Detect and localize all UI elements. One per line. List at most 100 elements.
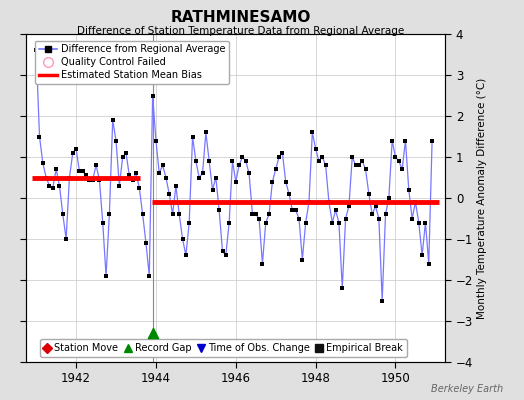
Point: [232, 178, 240, 185]
Point: [401, 138, 410, 144]
Y-axis label: Monthly Temperature Anomaly Difference (°C): Monthly Temperature Anomaly Difference (…: [477, 77, 487, 319]
Point: [414, 219, 423, 226]
Point: [162, 174, 170, 181]
Point: [345, 203, 353, 210]
Point: [219, 248, 227, 254]
Point: [368, 211, 376, 218]
Point: [315, 158, 323, 164]
Point: [102, 273, 110, 279]
Point: [328, 219, 336, 226]
Point: [115, 182, 124, 189]
Point: [66, 174, 74, 181]
Point: [122, 150, 130, 156]
Point: [188, 133, 196, 140]
Point: [385, 195, 393, 201]
Text: RATHMINESAMO: RATHMINESAMO: [171, 10, 311, 25]
Point: [271, 166, 280, 172]
Point: [138, 211, 147, 218]
Point: [335, 219, 343, 226]
Point: [182, 252, 190, 259]
Point: [342, 215, 350, 222]
Point: [225, 219, 233, 226]
Point: [285, 191, 293, 197]
Point: [199, 170, 207, 177]
Point: [248, 211, 257, 218]
Point: [215, 207, 223, 214]
Point: [405, 186, 413, 193]
Point: [301, 219, 310, 226]
Point: [89, 176, 97, 183]
Point: [132, 170, 140, 177]
Point: [355, 162, 363, 168]
Point: [92, 162, 100, 168]
Point: [265, 211, 273, 218]
Point: [209, 186, 217, 193]
Point: [165, 191, 173, 197]
Point: [178, 236, 187, 242]
Point: [195, 174, 203, 181]
Point: [69, 150, 77, 156]
Point: [305, 199, 313, 205]
Point: [155, 170, 163, 177]
Point: [375, 215, 383, 222]
Point: [79, 168, 87, 174]
Point: [331, 207, 340, 214]
Point: [35, 133, 43, 140]
Point: [418, 252, 427, 259]
Point: [142, 240, 150, 246]
Point: [108, 117, 117, 123]
Point: [421, 219, 430, 226]
Point: [298, 256, 307, 263]
Point: [388, 138, 396, 144]
Point: [168, 211, 177, 218]
Point: [55, 182, 63, 189]
Point: [372, 203, 380, 210]
Point: [395, 158, 403, 164]
Point: [125, 172, 134, 179]
Point: [128, 176, 137, 183]
Point: [365, 191, 373, 197]
Point: [135, 184, 144, 191]
Point: [352, 162, 360, 168]
Point: [172, 182, 180, 189]
Point: [205, 158, 213, 164]
Point: [308, 129, 316, 136]
Point: [258, 260, 267, 267]
Point: [362, 166, 370, 172]
Point: [398, 166, 406, 172]
Point: [325, 199, 333, 205]
Text: Berkeley Earth: Berkeley Earth: [431, 384, 503, 394]
Point: [288, 207, 297, 214]
Point: [148, 330, 157, 336]
Point: [112, 138, 120, 144]
Legend: Station Move, Record Gap, Time of Obs. Change, Empirical Break: Station Move, Record Gap, Time of Obs. C…: [40, 339, 407, 357]
Point: [411, 199, 420, 205]
Point: [358, 158, 366, 164]
Point: [95, 176, 104, 183]
Point: [49, 184, 57, 191]
Point: [42, 174, 50, 181]
Point: [185, 219, 193, 226]
Point: [45, 182, 53, 189]
Point: [85, 176, 94, 183]
Point: [261, 219, 270, 226]
Point: [118, 154, 127, 160]
Point: [192, 158, 200, 164]
Point: [318, 154, 326, 160]
Point: [99, 219, 107, 226]
Point: [252, 211, 260, 218]
Point: [175, 211, 183, 218]
Point: [32, 47, 40, 54]
Point: [311, 146, 320, 152]
Point: [75, 168, 84, 174]
Point: [242, 158, 250, 164]
Point: [408, 215, 417, 222]
Point: [62, 236, 70, 242]
Point: [212, 174, 220, 181]
Point: [105, 211, 114, 218]
Text: Difference of Station Temperature Data from Regional Average: Difference of Station Temperature Data f…: [78, 26, 405, 36]
Point: [148, 92, 157, 99]
Point: [348, 154, 356, 160]
Point: [152, 138, 160, 144]
Point: [255, 215, 263, 222]
